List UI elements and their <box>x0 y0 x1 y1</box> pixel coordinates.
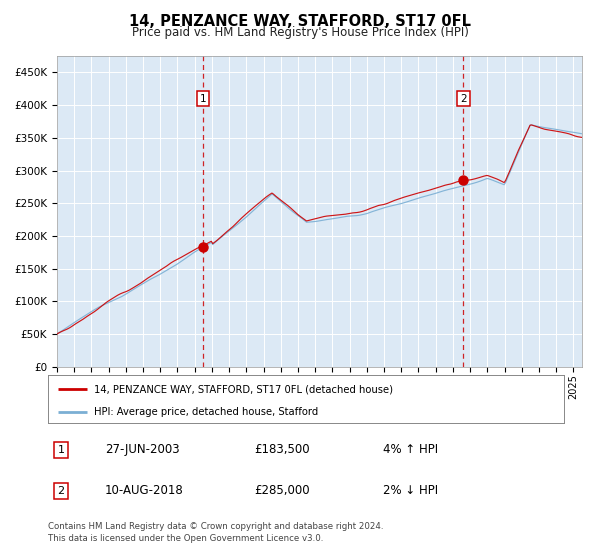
Text: 1: 1 <box>58 445 64 455</box>
Text: Contains HM Land Registry data © Crown copyright and database right 2024.
This d: Contains HM Land Registry data © Crown c… <box>48 522 383 543</box>
Text: 14, PENZANCE WAY, STAFFORD, ST17 0FL: 14, PENZANCE WAY, STAFFORD, ST17 0FL <box>129 14 471 29</box>
Text: £183,500: £183,500 <box>254 444 310 456</box>
Text: £285,000: £285,000 <box>254 484 310 497</box>
Text: 14, PENZANCE WAY, STAFFORD, ST17 0FL (detached house): 14, PENZANCE WAY, STAFFORD, ST17 0FL (de… <box>94 385 394 394</box>
Text: 27-JUN-2003: 27-JUN-2003 <box>105 444 179 456</box>
Text: Price paid vs. HM Land Registry's House Price Index (HPI): Price paid vs. HM Land Registry's House … <box>131 26 469 39</box>
Text: 2: 2 <box>460 94 467 104</box>
Text: 10-AUG-2018: 10-AUG-2018 <box>105 484 184 497</box>
Text: HPI: Average price, detached house, Stafford: HPI: Average price, detached house, Staf… <box>94 407 319 417</box>
Text: 1: 1 <box>200 94 206 104</box>
Text: 2% ↓ HPI: 2% ↓ HPI <box>383 484 439 497</box>
Text: 4% ↑ HPI: 4% ↑ HPI <box>383 444 439 456</box>
Text: 2: 2 <box>58 486 64 496</box>
